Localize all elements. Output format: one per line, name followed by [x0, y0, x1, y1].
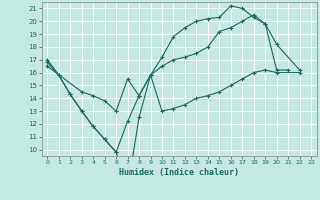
X-axis label: Humidex (Indice chaleur): Humidex (Indice chaleur) [119, 168, 239, 177]
